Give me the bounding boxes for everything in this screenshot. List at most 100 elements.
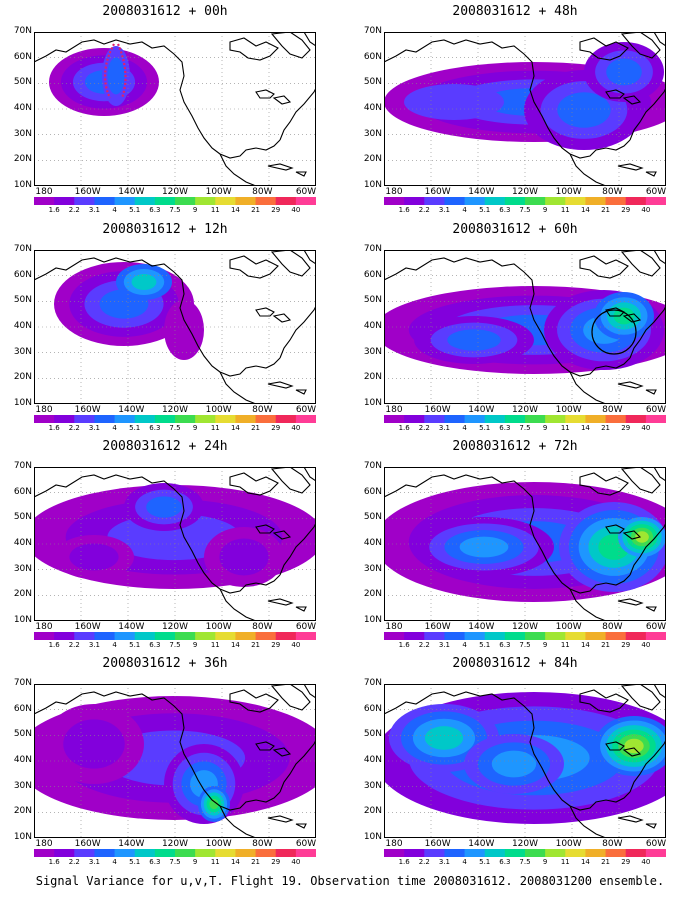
variance-map: [34, 32, 316, 186]
lat-tick-label: 10N: [363, 832, 382, 842]
colorbar-tick-label: 11: [210, 641, 220, 649]
colorbar-tick-label: 3.1: [88, 858, 100, 866]
map-panel: 2008031612 + 36h 70N 60N 50N 40N 30N 20N 10N 180…: [0, 652, 330, 872]
colorbar-tick-label: 21: [251, 641, 261, 649]
coastline: [34, 257, 221, 373]
coastline: [569, 371, 607, 404]
colorbar-swatch: [114, 632, 136, 640]
coastline: [579, 689, 629, 713]
lat-tick-label: 50N: [13, 512, 32, 523]
lat-tick-label: 60N: [363, 703, 382, 714]
colorbar-swatch: [195, 849, 216, 857]
colorbar-swatch: [295, 632, 316, 640]
lon-tick-label: 120W: [511, 839, 539, 849]
coastline: [629, 87, 666, 141]
colorbar-swatch: [565, 415, 586, 423]
map-panel: 2008031612 + 00h 70N 60N 50N 40N 30N 20N 10N 180…: [0, 0, 330, 220]
colorbar-swatch: [605, 849, 627, 857]
colorbar-tick-label: 2.2: [418, 641, 430, 649]
coastline: [629, 739, 666, 793]
colorbar-tick-label: 29: [271, 424, 281, 432]
lon-tick-label: 80W: [252, 622, 273, 632]
colorbar-swatch: [504, 632, 526, 640]
colorbar-swatch: [195, 632, 216, 640]
colorbar-tick-label: 2.2: [68, 858, 80, 866]
coastline: [272, 95, 292, 105]
colorbar-swatch: [545, 849, 566, 857]
lon-tick-label: 160W: [424, 839, 451, 849]
lat-tick-label: 50N: [363, 729, 382, 740]
colorbar-tick-label: 3.1: [88, 206, 100, 214]
colorbar-swatch: [625, 197, 647, 205]
lon-tick-label: 60W: [645, 187, 667, 197]
colorbar-swatch: [545, 632, 566, 640]
colorbar-tick-label: 7.5: [519, 424, 531, 432]
variance-contour: [131, 274, 157, 290]
coastline: [279, 522, 316, 576]
colorbar-tick-label: 14: [580, 858, 590, 866]
colorbar-swatch: [424, 632, 445, 640]
coastline: [279, 739, 316, 793]
colorbar-swatch: [585, 197, 607, 205]
colorbar-swatch: [175, 197, 196, 205]
colorbar-swatch: [154, 415, 176, 423]
colorbar-swatch: [625, 849, 647, 857]
colorbar-tick-label: 7.5: [519, 858, 531, 866]
panel-title: 2008031612 + 72h: [452, 439, 578, 454]
coastline: [303, 250, 316, 265]
lat-tick-label: 20N: [363, 806, 382, 817]
coastline: [295, 606, 307, 612]
colorbar-tick-label: 9: [192, 424, 198, 432]
colorbar-swatch: [424, 849, 445, 857]
lon-tick-label: 120W: [161, 622, 189, 632]
lat-tick-label: 10N: [13, 832, 32, 842]
coastline: [569, 153, 607, 186]
colorbar-tick-label: 5.1: [479, 858, 491, 866]
colorbar-tick-label: 14: [580, 641, 590, 649]
coastline: [653, 684, 666, 699]
coastline: [303, 32, 316, 47]
colorbar-tick-label: 4: [112, 641, 117, 649]
lat-tick-label: 60N: [363, 51, 382, 62]
lon-tick-label: 100W: [555, 839, 582, 849]
colorbar-tick-label: 5.1: [129, 206, 141, 214]
lon-tick-label: 140W: [118, 405, 145, 415]
variance-contour: [146, 496, 182, 518]
lon-tick-label: 180: [35, 187, 53, 197]
colorbar-swatch: [444, 197, 466, 205]
coastline: [617, 598, 644, 606]
coastline: [267, 815, 294, 823]
coastline: [569, 357, 631, 377]
coastline: [270, 250, 311, 277]
panel-title: 2008031612 + 48h: [452, 4, 578, 19]
colorbar-swatch: [94, 415, 116, 423]
lat-tick-label: 20N: [13, 806, 32, 817]
lon-tick-label: 120W: [511, 187, 539, 197]
lon-tick-label: 180: [385, 839, 403, 849]
colorbar-swatch: [255, 197, 277, 205]
colorbar-swatch: [444, 632, 466, 640]
coastline: [219, 153, 257, 186]
lon-tick-label: 160W: [74, 187, 101, 197]
colorbar-tick-label: 9: [542, 858, 548, 866]
lat-tick-label: 30N: [363, 128, 382, 139]
colorbar-swatch: [464, 197, 486, 205]
coastline: [267, 598, 294, 606]
coastline: [267, 381, 294, 389]
variance-map: [34, 467, 316, 621]
colorbar-tick-label: 40: [291, 206, 301, 214]
lon-tick-label: 60W: [645, 622, 667, 632]
coastline: [270, 684, 311, 711]
colorbar-swatch: [215, 197, 236, 205]
colorbar-swatch: [484, 849, 506, 857]
colorbar: [34, 415, 316, 423]
lat-tick-label: 40N: [13, 538, 32, 548]
coastline: [219, 791, 281, 811]
lon-tick-label: 80W: [602, 622, 623, 632]
coastline: [272, 747, 292, 757]
colorbar-tick-label: 3.1: [88, 641, 100, 649]
colorbar-swatch: [295, 197, 316, 205]
colorbar-swatch: [74, 197, 95, 205]
colorbar-tick-label: 9: [192, 858, 198, 866]
map-panel: 2008031612 + 48h 70N 60N 50N 40N 30N 20N 10N 180…: [350, 0, 680, 220]
